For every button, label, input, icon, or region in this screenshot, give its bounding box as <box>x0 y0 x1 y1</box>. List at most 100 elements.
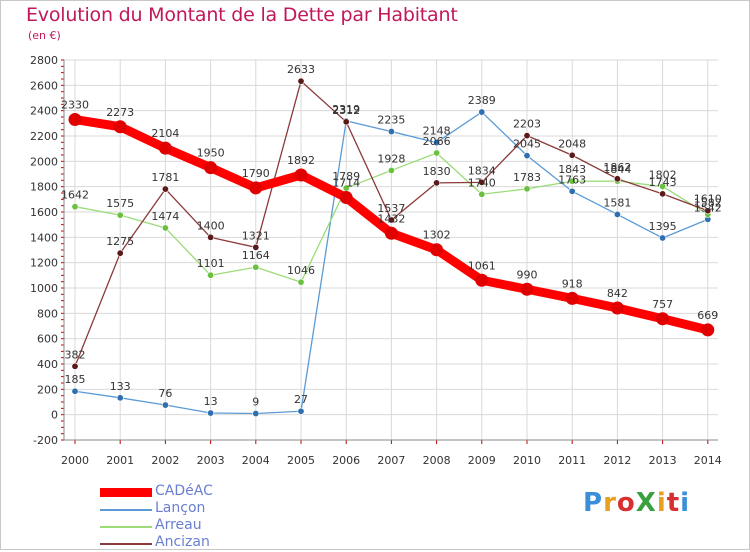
data-label-ancizan: 1743 <box>649 176 677 189</box>
data-label-lanon: 2045 <box>513 138 541 151</box>
data-point-arreau <box>161 224 169 232</box>
data-point-cadac <box>294 168 308 182</box>
data-label-arreau: 1046 <box>287 264 315 277</box>
y-tick-label: 200 <box>37 383 58 396</box>
data-label-cadac: 1061 <box>468 259 496 272</box>
data-point-arreau <box>433 149 441 157</box>
y-tick-label: 400 <box>37 358 58 371</box>
data-label-lanon: 2389 <box>468 94 496 107</box>
data-label-ancizan: 1862 <box>603 161 631 174</box>
data-point-lanon <box>523 152 531 160</box>
x-tick-label: 2011 <box>558 454 586 467</box>
data-point-ancizan <box>704 207 712 215</box>
data-label-cadac: 2273 <box>106 106 134 119</box>
x-tick-label: 2012 <box>603 454 631 467</box>
data-point-lanon <box>659 234 667 242</box>
data-point-arreau <box>568 177 576 185</box>
data-point-ancizan <box>613 175 621 183</box>
data-point-cadac <box>565 291 579 305</box>
legend-swatch-cadeac <box>100 488 152 497</box>
data-label-arreau: 1575 <box>106 197 134 210</box>
logo-letter: i <box>656 488 667 518</box>
data-point-lanon <box>613 210 621 218</box>
data-label-ancizan: 1537 <box>377 202 405 215</box>
data-label-ancizan: 1830 <box>423 165 451 178</box>
data-label-ancizan: 1400 <box>197 219 225 232</box>
y-tick-label: 800 <box>37 307 58 320</box>
data-point-ancizan <box>297 77 305 85</box>
data-point-lanon <box>71 387 79 395</box>
data-label-arreau: 1789 <box>332 170 360 183</box>
chart-title: Evolution du Montant de la Dette par Hab… <box>26 4 458 26</box>
data-label-arreau: 1844 <box>603 163 631 176</box>
data-label-ancizan: 2312 <box>332 104 360 117</box>
data-label-lanon: 76 <box>158 387 172 400</box>
data-label-cadac: 1432 <box>377 212 405 225</box>
logo-letter: X <box>635 488 657 518</box>
data-label-cadac: 2104 <box>151 127 179 140</box>
data-point-ancizan <box>478 178 486 186</box>
legend-swatch-arreau <box>100 526 152 528</box>
data-label-cadac: 918 <box>562 277 583 290</box>
data-label-cadac: 1950 <box>197 147 225 160</box>
data-label-ancizan: 1834 <box>468 164 496 177</box>
data-point-ancizan <box>71 362 79 370</box>
legend-swatch-ancizan <box>100 543 152 545</box>
data-point-lanon <box>297 407 305 415</box>
data-point-cadac <box>610 301 624 315</box>
data-point-arreau <box>297 278 305 286</box>
y-tick-label: 2600 <box>30 79 58 92</box>
data-point-cadac <box>384 226 398 240</box>
data-point-lanon <box>207 409 215 417</box>
data-label-arreau: 1740 <box>468 176 496 189</box>
data-point-lanon <box>387 128 395 136</box>
data-label-cadac: 2330 <box>61 99 89 112</box>
y-tick-label: 2200 <box>30 130 58 143</box>
data-label-cadac: 1302 <box>423 229 451 242</box>
data-point-arreau <box>478 190 486 198</box>
y-tick-label: 1000 <box>30 282 58 295</box>
data-point-ancizan <box>568 151 576 159</box>
y-tick-label: 1600 <box>30 206 58 219</box>
data-label-cadac: 842 <box>607 287 628 300</box>
data-point-ancizan <box>342 118 350 126</box>
data-label-lanon: 2319 <box>332 103 360 116</box>
x-tick-label: 2010 <box>513 454 541 467</box>
y-tick-label: 2000 <box>30 155 58 168</box>
data-point-cadac <box>249 181 263 195</box>
y-tick-label: 2400 <box>30 105 58 118</box>
logo-letter: o <box>616 488 636 518</box>
data-point-cadac <box>430 243 444 257</box>
x-tick-label: 2006 <box>332 454 360 467</box>
legend-label-arreau: Arreau <box>155 517 202 533</box>
y-tick-label: 1200 <box>30 257 58 270</box>
data-label-arreau: 1164 <box>242 249 270 262</box>
legend-label-lancon: Lançon <box>155 500 206 516</box>
data-point-ancizan <box>252 243 260 251</box>
data-label-arreau: 1642 <box>61 189 89 202</box>
data-label-lanon: 27 <box>294 393 308 406</box>
legend-label-ancizan: Ancizan <box>155 534 210 550</box>
data-point-lanon <box>252 410 260 418</box>
data-label-ancizan: 2048 <box>558 137 586 150</box>
data-point-cadac <box>158 141 172 155</box>
data-label-lanon: 185 <box>65 373 86 386</box>
data-label-ancizan: 1781 <box>151 171 179 184</box>
data-point-ancizan <box>161 185 169 193</box>
data-label-lanon: 1763 <box>558 173 586 186</box>
data-point-arreau <box>207 271 215 279</box>
x-tick-label: 2002 <box>151 454 179 467</box>
y-tick-label: 600 <box>37 333 58 346</box>
x-tick-label: 2003 <box>197 454 225 467</box>
legend-label-cadeac: CADéAC <box>155 483 213 499</box>
data-label-arreau: 1928 <box>377 152 405 165</box>
data-point-arreau <box>523 185 531 193</box>
data-point-cadac <box>339 191 353 205</box>
data-point-lanon <box>478 108 486 116</box>
data-label-lanon: 9 <box>252 396 259 409</box>
proxiti-logo: ProXiti <box>583 488 690 518</box>
data-point-arreau <box>252 263 260 271</box>
data-point-ancizan <box>433 179 441 187</box>
x-tick-label: 2004 <box>242 454 270 467</box>
